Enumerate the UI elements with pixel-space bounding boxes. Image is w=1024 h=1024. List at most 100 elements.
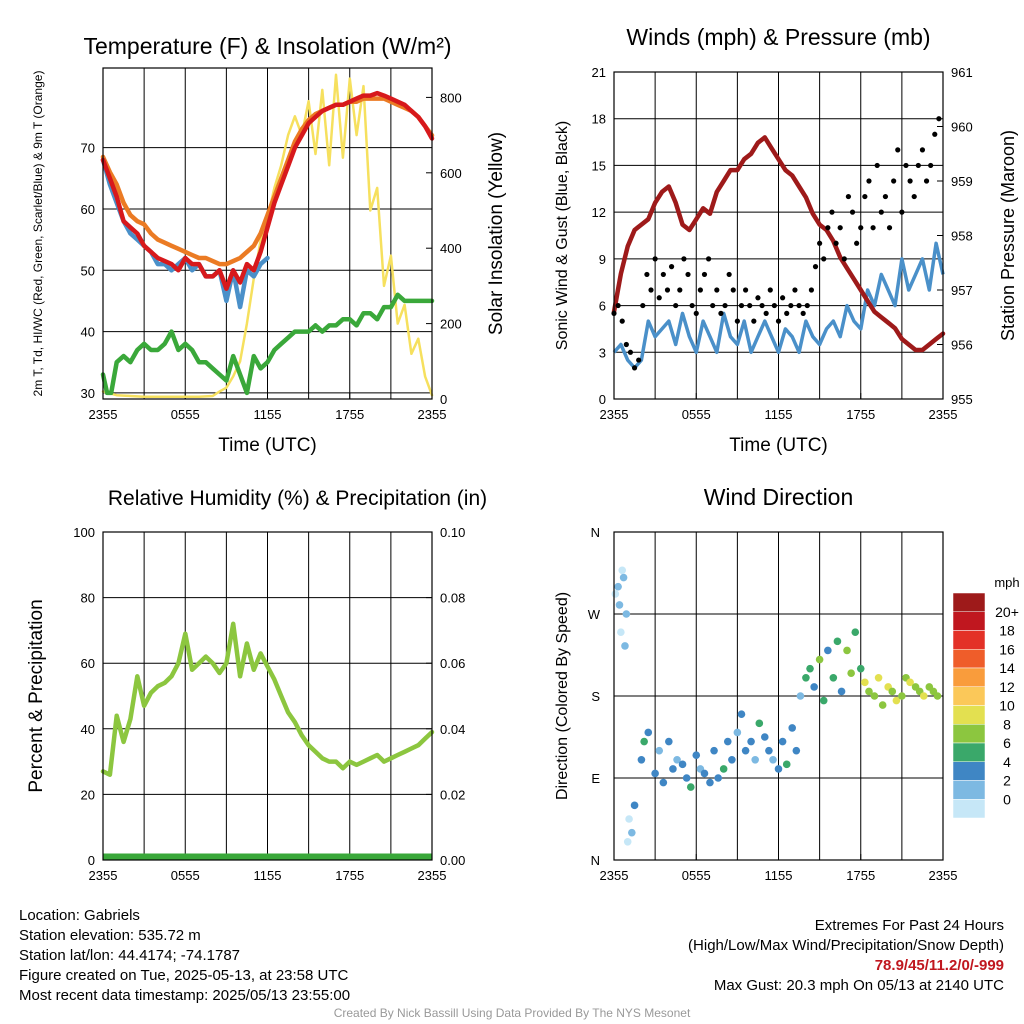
- y-tick-label: 80: [81, 591, 95, 606]
- direction-point: [728, 755, 736, 764]
- y2-tick-label: 960: [951, 120, 973, 135]
- direction-point: [733, 728, 742, 737]
- series-line: [100, 90, 435, 291]
- direction-point: [851, 628, 860, 637]
- x-tick-label: 1155: [254, 868, 282, 883]
- gust-point: [845, 193, 852, 200]
- gust-point: [854, 240, 860, 246]
- colorbar-swatch: [952, 592, 986, 612]
- gust-point: [878, 209, 884, 215]
- gust-point: [936, 116, 942, 122]
- direction-point: [769, 755, 777, 764]
- x-tick-label: 0555: [682, 868, 711, 883]
- direction-point: [710, 746, 718, 755]
- colorbar-label: 20+: [995, 604, 1019, 620]
- chart-title: Wind Direction: [704, 484, 854, 510]
- direction-point: [856, 664, 865, 673]
- chart-title: Temperature (F) & Insolation (W/m²): [83, 33, 451, 59]
- gust-point: [743, 287, 749, 293]
- gust-point: [677, 287, 683, 293]
- gust-point: [685, 271, 691, 278]
- gust-point: [726, 271, 732, 278]
- x-tick-label: 2355: [929, 868, 958, 883]
- colorbar-swatch: [952, 742, 986, 762]
- y2-tick-label: 600: [440, 166, 462, 181]
- rh-series-line: [100, 621, 435, 777]
- direction-point: [810, 683, 818, 691]
- direction-point: [892, 696, 901, 705]
- gust-point: [817, 240, 823, 246]
- wind-series-line: [612, 241, 945, 370]
- y2-tick-label: 0.06: [440, 656, 465, 671]
- y-tick-label: 6: [599, 299, 606, 314]
- direction-point: [665, 737, 673, 746]
- colorbar-swatch: [952, 780, 986, 800]
- direction-point: [874, 673, 883, 682]
- direction-point: [815, 655, 824, 664]
- y-tick-label: 100: [73, 525, 95, 540]
- panel-3: 2355 0555 1155 1755 23550204060801000.000.02…: [26, 487, 487, 883]
- y-tick-label: 0: [88, 853, 95, 868]
- gust-point: [788, 302, 794, 309]
- y-tick-label: S: [591, 689, 600, 704]
- direction-point: [870, 692, 879, 700]
- x-tick-label: 1755: [846, 868, 875, 883]
- x-tick-label: 1755: [846, 407, 875, 422]
- x-axis-label: Time (UTC): [729, 435, 828, 456]
- gust-point: [705, 256, 712, 262]
- gust-point: [923, 178, 930, 184]
- direction-point: [637, 755, 646, 764]
- gust-point: [821, 256, 827, 262]
- gust-point: [623, 341, 629, 348]
- gust-point: [660, 271, 666, 278]
- direction-point: [621, 642, 629, 650]
- gust-point: [841, 256, 847, 262]
- x-tick-label: 2355: [600, 407, 629, 422]
- gust-point: [718, 310, 724, 316]
- x-tick-label: 2355: [418, 868, 447, 883]
- gust-point: [775, 318, 782, 324]
- y2-tick-label: 200: [440, 317, 462, 332]
- direction-point: [920, 692, 928, 700]
- y2-tick-label: 400: [440, 241, 462, 256]
- gust-point: [903, 162, 909, 169]
- x-tick-label: 2355: [600, 868, 629, 883]
- y-tick-label: 50: [81, 263, 95, 278]
- x-tick-label: 2355: [89, 868, 118, 883]
- y-tick-label: 21: [592, 65, 606, 80]
- gust-point: [886, 225, 893, 231]
- direction-point: [878, 701, 887, 709]
- direction-point: [796, 692, 805, 700]
- chart-title: Relative Humidity (%) & Precipitation (i…: [108, 487, 487, 510]
- gust-point: [648, 287, 654, 293]
- direction-point: [669, 765, 677, 773]
- plot-frame: [102, 531, 433, 861]
- y2-axis-label: Solar Insolation (Yellow): [486, 132, 507, 335]
- gust-point: [755, 295, 761, 301]
- gust-point: [800, 310, 806, 316]
- direction-point: [819, 696, 828, 705]
- gust-point: [796, 302, 802, 309]
- direction-point: [617, 628, 625, 637]
- direction-point: [692, 751, 701, 760]
- gust-point: [710, 302, 716, 309]
- gust-point: [767, 287, 773, 293]
- direction-point: [644, 728, 653, 737]
- direction-point: [619, 573, 628, 582]
- x-axis-label: Time (UTC): [218, 435, 317, 456]
- gust-point: [829, 209, 835, 215]
- direction-point: [888, 687, 897, 696]
- direction-point: [760, 733, 769, 741]
- colorbar-label: 16: [999, 641, 1015, 657]
- direction-point: [737, 710, 746, 719]
- colorbar-label: 18: [999, 623, 1015, 639]
- direction-point: [833, 637, 842, 646]
- y2-tick-label: 0.00: [440, 853, 465, 868]
- credit-text: Created By Nick Bassill Using Data Provi…: [333, 1006, 691, 1020]
- colorbar-label: 10: [999, 698, 1015, 714]
- gust-point: [656, 295, 662, 301]
- y-tick-label: 0: [599, 392, 606, 407]
- extremes-info: Extremes For Past 24 Hours (High/Low/Max…: [688, 916, 1004, 996]
